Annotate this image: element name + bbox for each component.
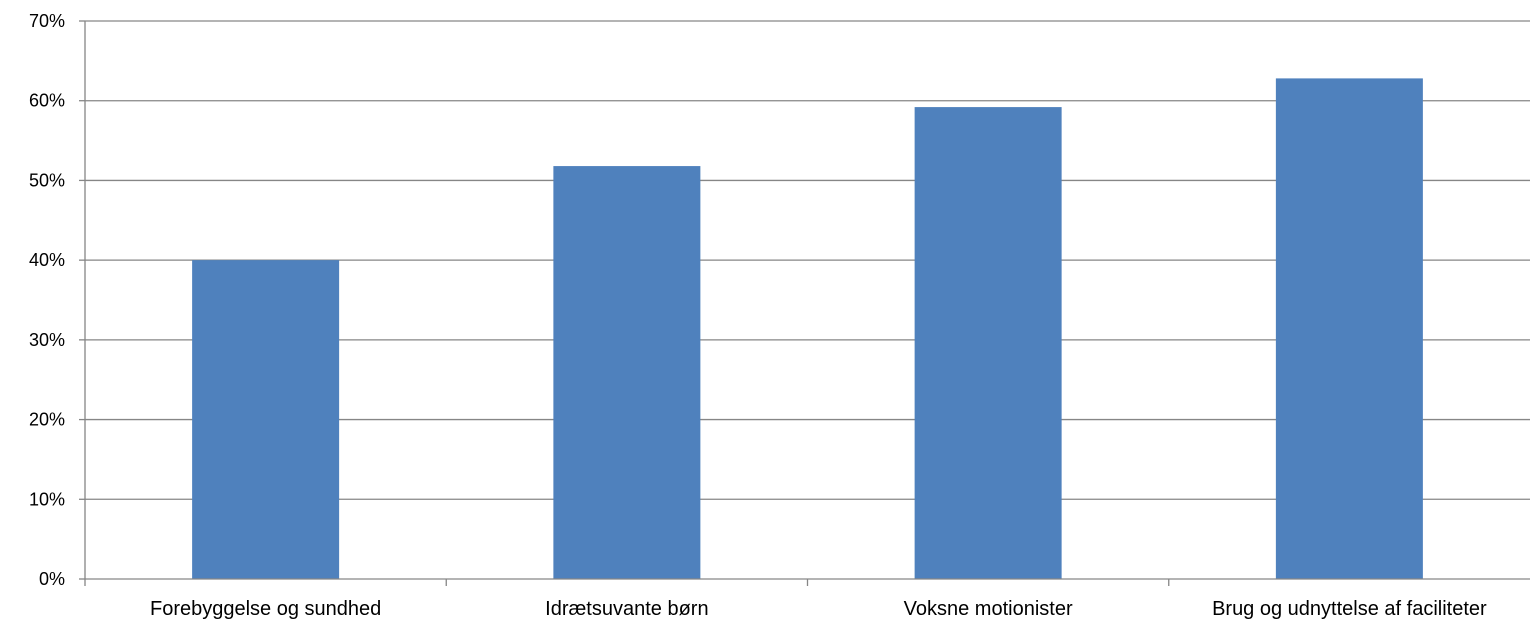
x-tick-label: Forebyggelse og sundhed bbox=[150, 598, 381, 620]
y-tick-label: 20% bbox=[29, 410, 65, 430]
axes bbox=[79, 20, 1530, 586]
y-tick-label: 0% bbox=[39, 569, 65, 589]
bars bbox=[192, 78, 1423, 579]
bar bbox=[914, 107, 1062, 579]
y-tick-label: 70% bbox=[29, 11, 65, 31]
y-tick-label: 10% bbox=[29, 489, 65, 509]
x-tick-label: Voksne motionister bbox=[904, 598, 1073, 620]
x-tick-label: Brug og udnyttelse af faciliteter bbox=[1212, 598, 1487, 620]
y-tick-label: 50% bbox=[29, 170, 65, 190]
y-tick-label: 60% bbox=[29, 91, 65, 111]
tick-labels: 0% 10% 20% 30% 40% 50% 60% 70% Forebyggelse og s… bbox=[29, 11, 1487, 620]
bar bbox=[192, 260, 340, 579]
y-tick-label: 40% bbox=[29, 250, 65, 270]
x-tick-label: Idrætsuvante børn bbox=[545, 598, 708, 620]
bar bbox=[553, 166, 701, 579]
y-tick-label: 30% bbox=[29, 330, 65, 350]
bar bbox=[1275, 78, 1423, 579]
